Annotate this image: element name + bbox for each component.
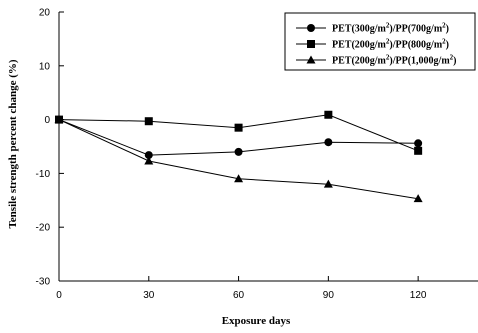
y-tick-label: 20 [39, 8, 51, 19]
legend-superscript: 2 [442, 22, 446, 30]
legend-label-part: )/PP(800g/m [389, 40, 442, 51]
legend-superscript: 2 [450, 54, 454, 62]
x-tick-label: 90 [323, 290, 335, 301]
legend: PET(300g/m2)/PP(700g/m2)PET(200g/m2)/PP(… [284, 12, 476, 71]
legend-label: PET(200g/m2)/PP(1,000g/m2) [332, 54, 457, 67]
legend-item: PET(300g/m2)/PP(700g/m2) [296, 22, 449, 35]
legend-item: PET(200g/m2)/PP(800g/m2) [296, 38, 449, 51]
y-tick-label: -20 [36, 223, 51, 234]
circle-marker [414, 139, 423, 148]
circle-marker [234, 147, 243, 156]
legend-label-part: PET(300g/m [332, 24, 387, 35]
x-tick-label: 120 [410, 290, 427, 301]
legend-label-part: )/PP(700g/m [389, 24, 442, 35]
axes: 20 10 0 -10 -20 -30 0 30 60 90 120 [36, 8, 478, 301]
square-marker [324, 110, 333, 119]
x-tick-label: 30 [143, 290, 155, 301]
x-tick-label: 0 [56, 290, 62, 301]
legend-label: PET(200g/m2)/PP(800g/m2) [332, 38, 449, 51]
triangle-marker [323, 179, 333, 188]
square-marker [414, 146, 423, 155]
legend-superscript: 2 [386, 54, 390, 62]
circle-marker [324, 138, 333, 147]
legend-label-part: PET(200g/m [332, 40, 387, 51]
triangle-marker [144, 156, 154, 165]
legend-superscript: 2 [442, 38, 446, 46]
triangle-marker [234, 174, 244, 183]
y-tick-label: -10 [36, 169, 51, 180]
legend-label-part: ) [446, 24, 449, 35]
series-layer [54, 110, 423, 203]
series-triangle [54, 115, 423, 203]
legend-label-part: )/PP(1,000g/m [389, 56, 450, 67]
circle-marker [307, 24, 315, 32]
triangle-marker [413, 194, 423, 203]
triangle-marker [306, 55, 316, 64]
x-tick-label: 60 [233, 290, 245, 301]
circle-marker [144, 151, 153, 160]
y-tick-label: 0 [44, 115, 50, 126]
legend-label: PET(300g/m2)/PP(700g/m2) [332, 22, 449, 35]
square-marker [307, 40, 315, 48]
triangle-marker [54, 115, 64, 124]
square-marker [234, 123, 243, 132]
legend-label-part: PET(200g/m [332, 56, 387, 67]
y-axis-title: Tensile strength percent change (%) [7, 59, 19, 228]
square-marker [144, 117, 153, 126]
series-circle [55, 115, 423, 160]
x-axis-title: Exposure days [222, 315, 291, 327]
legend-label-part: ) [453, 56, 456, 67]
legend-superscript: 2 [386, 38, 390, 46]
series-line [58, 114, 419, 152]
legend-label-part: ) [446, 40, 449, 51]
y-tick-label: 10 [39, 61, 51, 72]
legend-item: PET(200g/m2)/PP(1,000g/m2) [296, 54, 457, 67]
legend-superscript: 2 [386, 22, 390, 30]
y-tick-label: -30 [36, 277, 51, 288]
